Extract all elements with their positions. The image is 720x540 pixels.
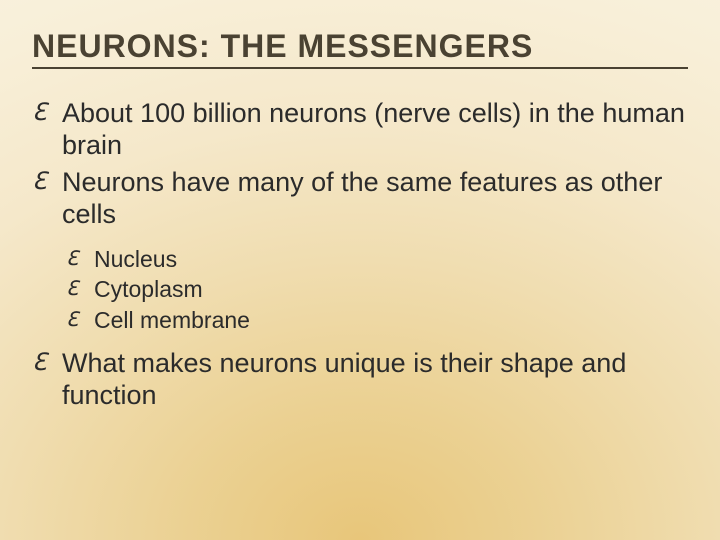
flourish-icon: ℇ (32, 347, 62, 379)
slide-body: ℇ About 100 billion neurons (nerve cells… (32, 97, 688, 412)
bullet-l2: ℇ Nucleus (66, 245, 688, 274)
bullet-l1: ℇ Neurons have many of the same features… (32, 166, 688, 231)
bullet-l2: ℇ Cell membrane (66, 306, 688, 335)
slide-title: NEURONS: THE MESSENGERS (32, 28, 688, 69)
flourish-icon: ℇ (66, 306, 94, 334)
bullet-text: Nucleus (94, 245, 177, 274)
bullet-l1: ℇ What makes neurons unique is their sha… (32, 347, 688, 412)
bullet-text: Cytoplasm (94, 275, 203, 304)
flourish-icon: ℇ (32, 97, 62, 129)
bullet-text: What makes neurons unique is their shape… (62, 347, 688, 412)
bullet-l2: ℇ Cytoplasm (66, 275, 688, 304)
spacer (32, 337, 688, 347)
flourish-icon: ℇ (66, 275, 94, 303)
bullet-l1: ℇ About 100 billion neurons (nerve cells… (32, 97, 688, 162)
slide: NEURONS: THE MESSENGERS ℇ About 100 bill… (0, 0, 720, 540)
flourish-icon: ℇ (32, 166, 62, 198)
bullet-text: Cell membrane (94, 306, 250, 335)
bullet-text: About 100 billion neurons (nerve cells) … (62, 97, 688, 162)
bullet-text: Neurons have many of the same features a… (62, 166, 688, 231)
flourish-icon: ℇ (66, 245, 94, 273)
spacer (32, 235, 688, 245)
